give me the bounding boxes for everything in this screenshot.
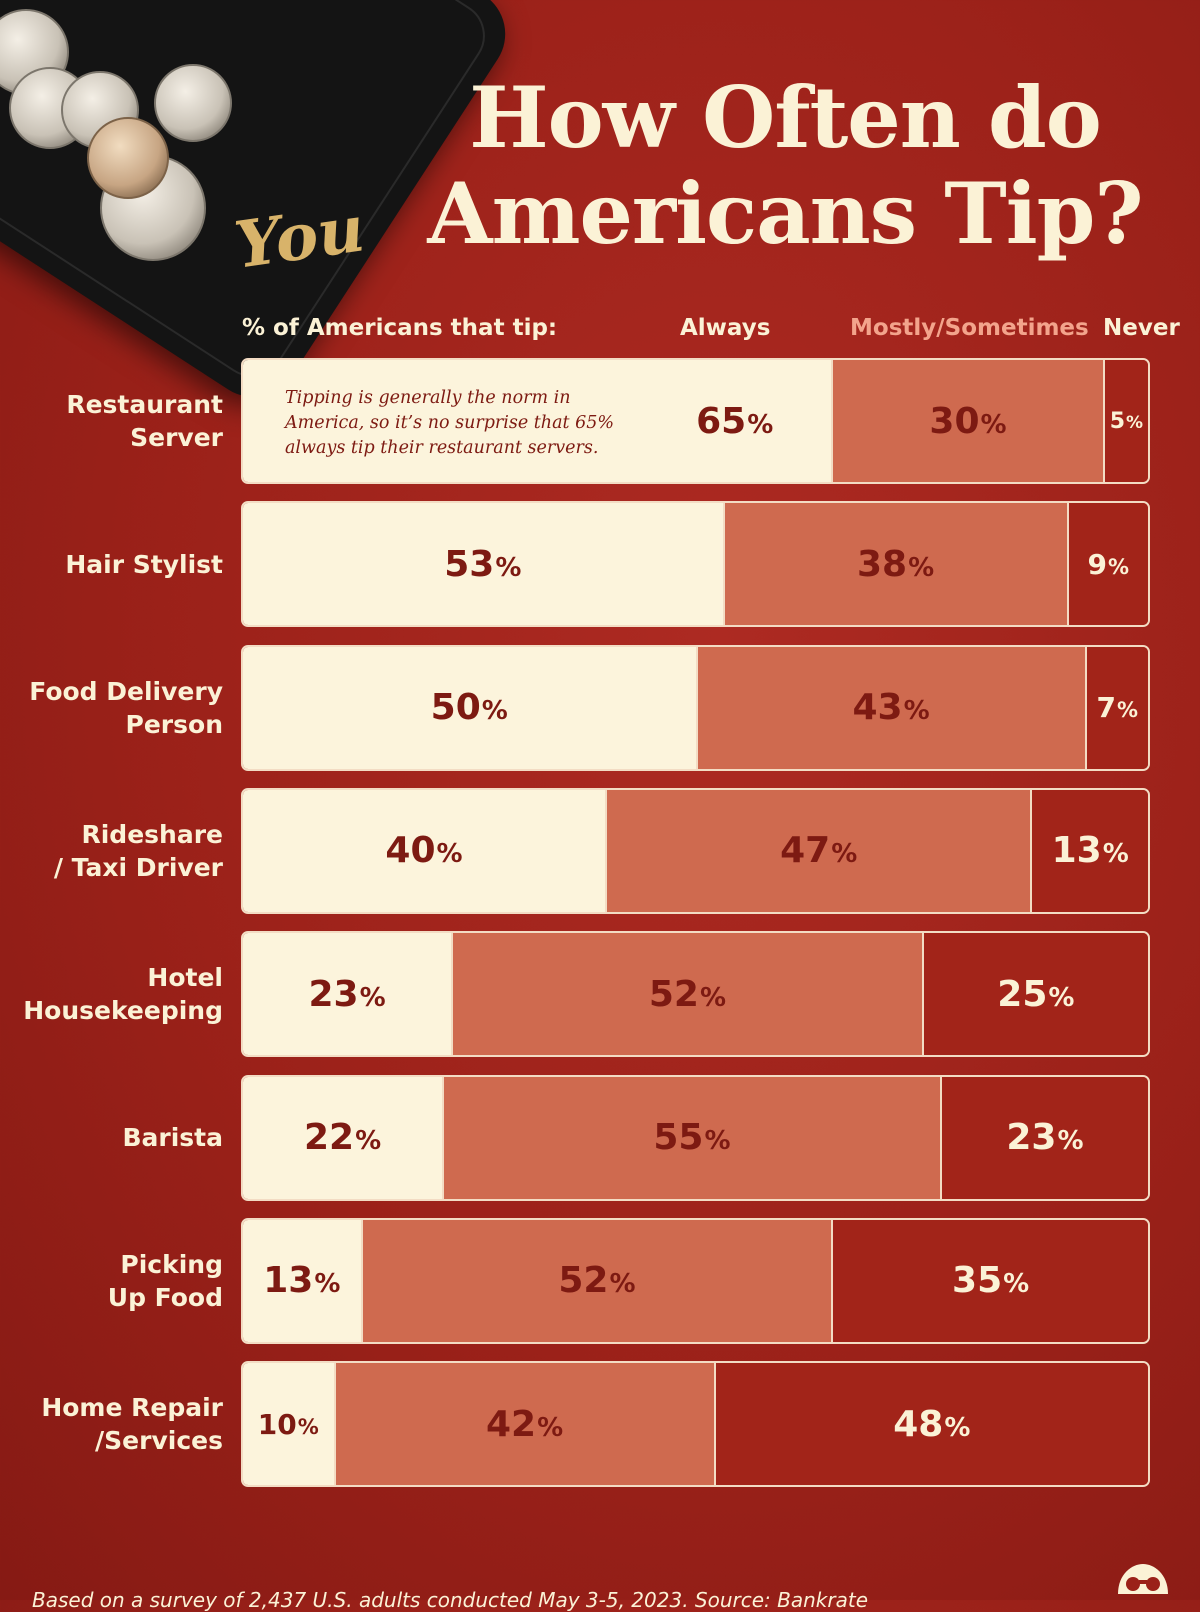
value-label: 10%	[257, 1407, 319, 1441]
value-label: 25%	[997, 973, 1075, 1015]
segment-always: 13%	[243, 1219, 361, 1342]
segment-always: Tipping is generally the norm in America…	[243, 360, 832, 482]
bar-row: 13% 52% 35%	[241, 1217, 1150, 1344]
segment-mostly-sometimes: 55%	[442, 1076, 940, 1199]
chart-title: How Often do Americans Tip?	[380, 70, 1190, 262]
row-label: Home Repair/Services	[41, 1393, 223, 1456]
bar-row: 10% 42% 48%	[241, 1361, 1150, 1488]
segment-always: 53%	[243, 503, 723, 626]
segment-never: 23%	[939, 1076, 1148, 1199]
value-label: 5%	[1109, 408, 1144, 434]
value-label: 38%	[857, 543, 935, 585]
value-label: 40%	[385, 830, 463, 872]
title-line-1: How Often do	[469, 68, 1102, 167]
segment-mostly-sometimes: 52%	[451, 933, 922, 1056]
bar-row: Tipping is generally the norm in America…	[241, 358, 1150, 484]
value-label: 55%	[653, 1117, 731, 1158]
segment-mostly-sometimes: 42%	[333, 1363, 714, 1486]
row-label: Picking Up Food	[107, 1249, 223, 1312]
value-label: 42%	[485, 1403, 564, 1445]
row-label: Food Delivery Person	[29, 676, 223, 739]
bar-row: 50% 43% 7%	[241, 644, 1150, 771]
segment-never: 5%	[1102, 360, 1148, 482]
value-label: 13%	[1051, 830, 1129, 872]
segment-always: 50%	[243, 646, 696, 769]
legend-caption: % of Americans that tip:	[242, 315, 558, 341]
value-label: 9%	[1087, 547, 1130, 581]
value-label: 65%	[696, 400, 774, 442]
value-label: 23%	[1006, 1117, 1084, 1158]
row-label: Restaurant Server	[66, 390, 223, 452]
segment-mostly-sometimes: 43%	[695, 646, 1085, 769]
segment-always: 10%	[243, 1363, 334, 1486]
segment-never: 25%	[921, 933, 1148, 1056]
legend-always: Always	[680, 315, 771, 341]
value-label: 52%	[558, 1260, 636, 1302]
bar-row: 53% 38% 9%	[241, 501, 1150, 628]
value-label: 22%	[303, 1117, 382, 1158]
segment-never: 7%	[1084, 646, 1148, 769]
legend-never: Never	[1103, 315, 1180, 341]
segment-mostly-sometimes: 52%	[360, 1219, 832, 1342]
bar-row: 40% 47% 13%	[241, 787, 1150, 914]
value-label: 35%	[952, 1260, 1030, 1302]
value-label: 50%	[430, 687, 508, 729]
segment-mostly-sometimes: 47%	[605, 789, 1031, 912]
segment-always: 22%	[243, 1076, 443, 1199]
value-label: 52%	[648, 973, 727, 1015]
title-line-2: Americans Tip?	[427, 164, 1143, 263]
value-label: 23%	[308, 973, 386, 1015]
segment-mostly-sometimes: 38%	[722, 503, 1067, 626]
value-label: 47%	[780, 830, 858, 872]
source-note: Based on a survey of 2,437 U.S. adults c…	[32, 1588, 869, 1612]
bar-row: 23% 52% 25%	[241, 931, 1150, 1058]
segment-never: 35%	[831, 1219, 1148, 1342]
value-label: 53%	[444, 543, 522, 585]
row-label: Hair Stylist	[65, 549, 223, 579]
row-label: Hotel Housekeeping	[23, 963, 223, 1026]
segment-always: 23%	[243, 933, 452, 1056]
segment-mostly-sometimes: 30%	[831, 360, 1103, 482]
value-label: 13%	[263, 1260, 341, 1302]
legend-mostly: Mostly/Sometimes	[850, 315, 1089, 341]
segment-never: 9%	[1066, 503, 1148, 626]
annotation-note: Tipping is generally the norm in America…	[285, 388, 615, 458]
publisher-logo-icon	[1118, 1564, 1168, 1594]
row-label: Barista	[122, 1123, 223, 1152]
segment-never: 13%	[1030, 789, 1148, 912]
bar-row: 22% 55% 23%	[241, 1074, 1150, 1201]
segment-always: 40%	[243, 789, 605, 912]
coins-illustration	[0, 9, 232, 261]
value-label: 7%	[1096, 691, 1139, 725]
segment-never: 48%	[713, 1363, 1148, 1486]
value-label: 48%	[893, 1403, 971, 1445]
value-label: 43%	[852, 687, 930, 729]
row-label: Rideshare / Taxi Driver	[53, 819, 223, 882]
value-label: 30%	[929, 400, 1007, 442]
